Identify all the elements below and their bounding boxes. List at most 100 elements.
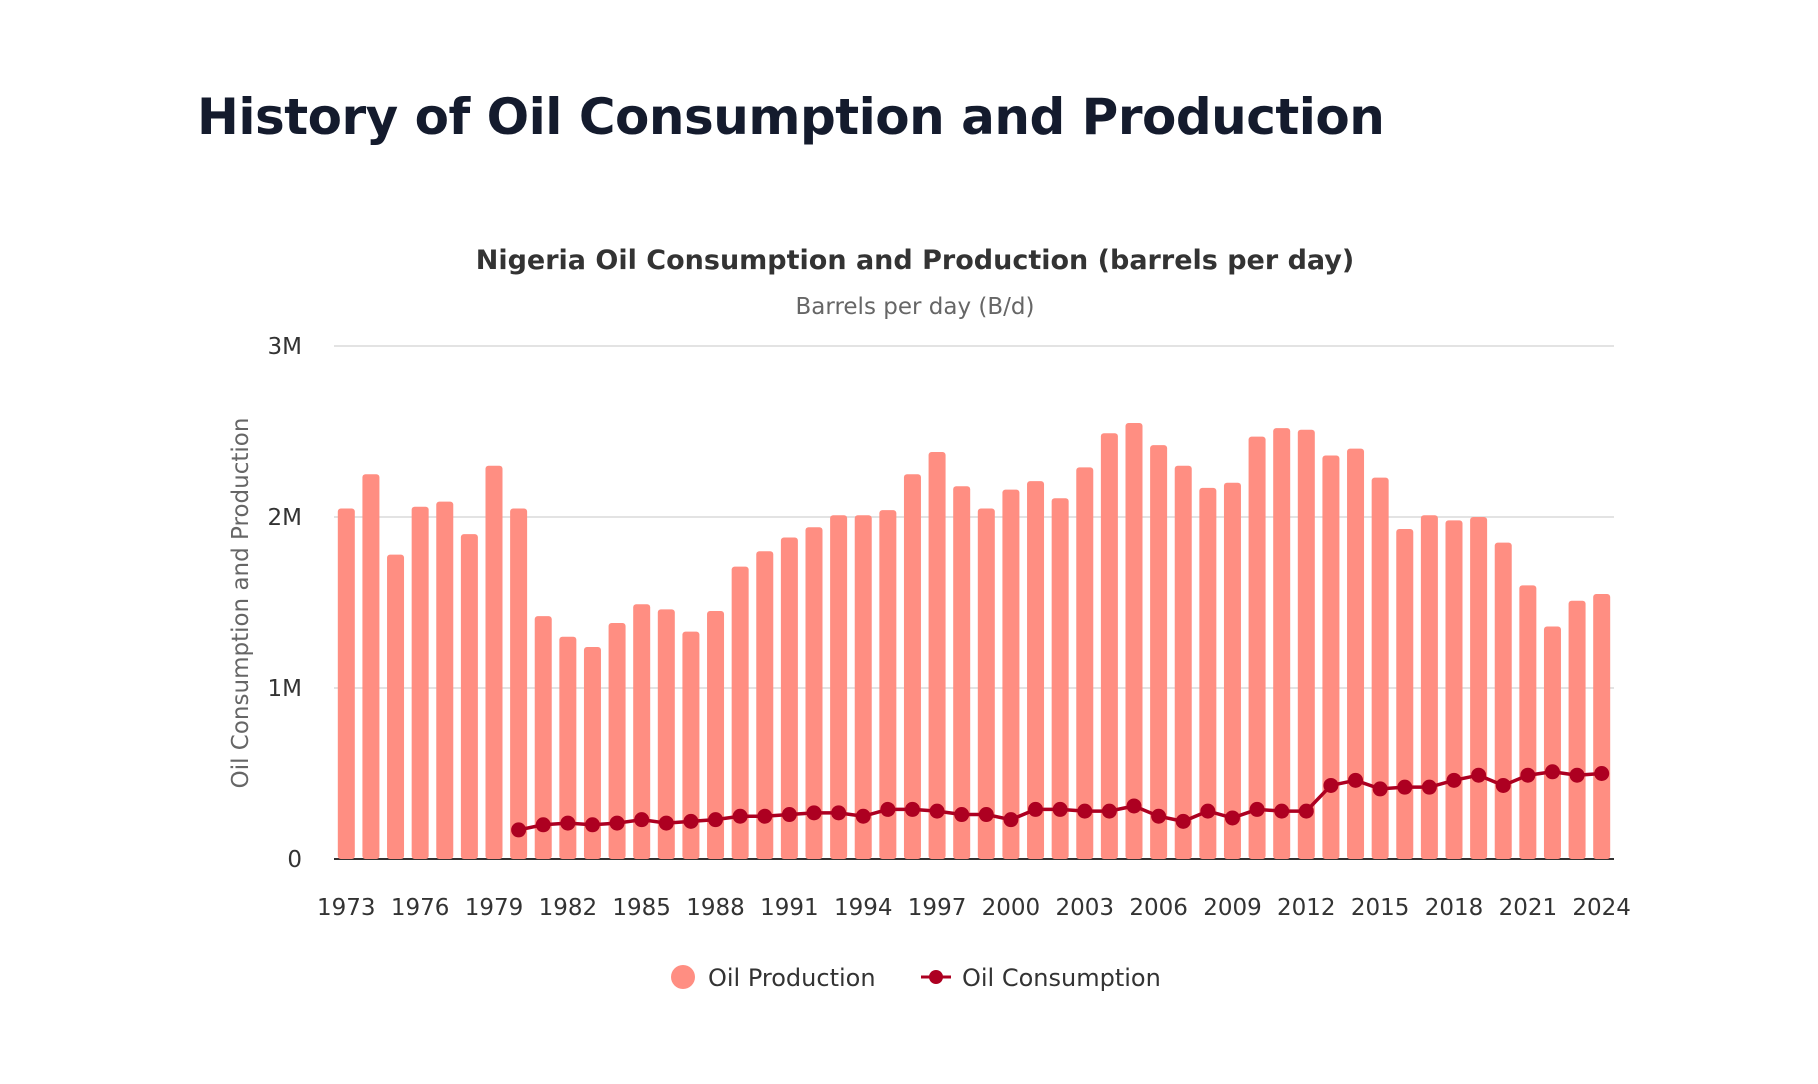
y-tick-label: 2M — [268, 505, 302, 531]
bar-production-2013 — [1322, 455, 1340, 859]
bar-production-1979 — [485, 465, 503, 859]
bar-production-1988 — [707, 611, 725, 859]
bar-production-1975 — [387, 554, 405, 859]
point-consumption-1982 — [560, 815, 576, 831]
point-consumption-2004 — [1101, 803, 1117, 819]
x-tick-label: 2006 — [1129, 895, 1188, 921]
point-consumption-2013 — [1323, 777, 1339, 793]
bar-production-2018 — [1445, 520, 1463, 859]
point-consumption-2011 — [1274, 803, 1290, 819]
point-consumption-2002 — [1052, 801, 1068, 817]
bar-production-1977 — [436, 501, 454, 859]
point-consumption-2001 — [1028, 801, 1044, 817]
point-consumption-2007 — [1175, 813, 1191, 829]
bar-production-2015 — [1371, 477, 1389, 859]
point-consumption-1980 — [511, 822, 527, 838]
bar-production-2001 — [1027, 481, 1045, 859]
y-tick-label: 3M — [268, 334, 302, 360]
point-consumption-1998 — [954, 807, 970, 823]
x-tick-label: 1976 — [391, 895, 450, 921]
point-consumption-2012 — [1298, 803, 1314, 819]
point-consumption-1994 — [855, 808, 871, 824]
x-tick-label: 2009 — [1203, 895, 1262, 921]
bar-production-1997 — [928, 452, 946, 859]
y-axis-title: Oil Consumption and Production — [228, 418, 254, 789]
x-tick-label: 2021 — [1499, 895, 1558, 921]
bar-production-1986 — [657, 609, 675, 859]
bar-production-2009 — [1223, 482, 1241, 859]
x-tick-label: 1985 — [612, 895, 671, 921]
point-consumption-2024 — [1594, 766, 1610, 781]
bar-production-2000 — [1002, 489, 1020, 859]
bar-production-2007 — [1174, 465, 1192, 859]
point-consumption-1987 — [683, 813, 699, 829]
point-consumption-2022 — [1544, 764, 1560, 780]
bar-production-2005 — [1125, 422, 1143, 859]
point-consumption-1989 — [732, 808, 748, 824]
legend-consumption-label[interactable]: Oil Consumption — [962, 964, 1161, 992]
bar-production-1996 — [903, 474, 921, 859]
point-consumption-1997 — [929, 803, 945, 819]
y-tick-label: 0 — [287, 847, 302, 873]
bar-production-1992 — [805, 527, 823, 859]
legend-production-label[interactable]: Oil Production — [708, 964, 876, 992]
bar-production-2010 — [1248, 436, 1266, 859]
bar-production-2019 — [1470, 517, 1488, 859]
bar-production-2006 — [1150, 445, 1168, 859]
bar-production-2023 — [1568, 600, 1586, 859]
point-consumption-1993 — [831, 805, 847, 821]
x-tick-label: 2000 — [982, 895, 1041, 921]
x-tick-label: 2015 — [1351, 895, 1410, 921]
legend: Oil Production Oil Consumption — [671, 964, 1161, 992]
point-consumption-2000 — [1003, 812, 1019, 828]
bar-production-2021 — [1519, 585, 1537, 859]
bar-production-1973 — [337, 508, 355, 859]
bar-production-2017 — [1420, 515, 1438, 859]
legend-consumption-marker — [929, 970, 943, 984]
bar-production-2002 — [1051, 498, 1069, 859]
bar-production-1980 — [510, 508, 528, 859]
bar-production-1994 — [854, 515, 872, 859]
point-consumption-2010 — [1249, 801, 1265, 817]
page-title: History of Oil Consumption and Productio… — [197, 88, 1385, 146]
point-consumption-2006 — [1151, 808, 1167, 824]
bar-production-2014 — [1347, 448, 1365, 859]
chart-subtitle: Barrels per day (B/d) — [796, 294, 1035, 320]
bar-production-2024 — [1593, 593, 1611, 859]
point-consumption-2003 — [1077, 803, 1093, 819]
x-tick-label: 2024 — [1572, 895, 1631, 921]
bar-production-2011 — [1273, 428, 1291, 859]
point-consumption-1981 — [535, 817, 551, 833]
y-tick-label: 1M — [268, 676, 302, 702]
point-consumption-1995 — [880, 801, 896, 817]
point-consumption-2019 — [1471, 767, 1487, 783]
bar-production-2022 — [1543, 626, 1561, 859]
bar-production-1990 — [756, 551, 774, 859]
point-consumption-2009 — [1224, 810, 1240, 826]
x-tick-label: 1988 — [686, 895, 745, 921]
bar-production-1998 — [953, 486, 971, 859]
bar-production-1976 — [411, 506, 429, 859]
bar-production-2004 — [1100, 433, 1118, 859]
x-tick-label: 1994 — [834, 895, 893, 921]
bar-production-1982 — [559, 636, 577, 859]
bar-production-1995 — [879, 510, 897, 859]
point-consumption-2017 — [1421, 779, 1437, 795]
x-tick-label: 1997 — [908, 895, 967, 921]
x-tick-label: 1979 — [465, 895, 524, 921]
legend-production-swatch — [671, 965, 695, 989]
point-consumption-2016 — [1397, 779, 1413, 795]
point-consumption-1983 — [584, 817, 600, 833]
point-consumption-1992 — [806, 805, 822, 821]
point-consumption-1986 — [658, 815, 674, 831]
x-tick-label: 2018 — [1425, 895, 1484, 921]
bar-production-1974 — [362, 474, 380, 859]
point-consumption-2023 — [1569, 767, 1585, 783]
point-consumption-1985 — [634, 812, 650, 828]
point-consumption-2014 — [1348, 772, 1364, 788]
point-consumption-2018 — [1446, 772, 1462, 788]
bar-production-1984 — [608, 623, 626, 859]
bar-production-1987 — [682, 631, 700, 859]
point-consumption-1990 — [757, 808, 773, 824]
